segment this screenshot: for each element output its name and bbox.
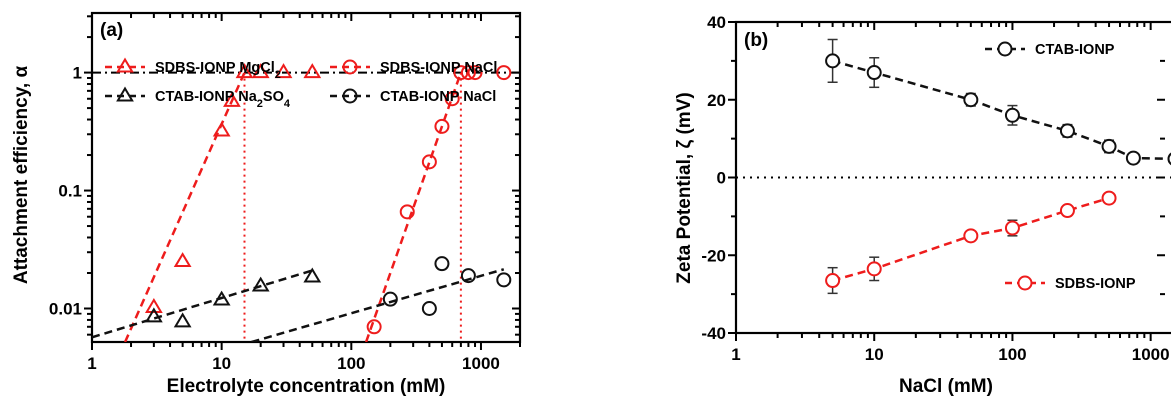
panel-a-x-tick-label: 10 xyxy=(212,354,231,373)
panel-a-x-tick-label: 100 xyxy=(337,354,365,373)
panel-a-x-tick-label: 1000 xyxy=(462,354,500,373)
panel-a-legend-marker xyxy=(116,86,134,102)
panel-a-fit-line xyxy=(92,269,313,339)
panel-a-chart: 1 10 100 1000 0.01 0.1 1 SDBS-IONP MgCl2 SDBS-IO… xyxy=(11,11,522,397)
panel-b-x-tick-label: 1000 xyxy=(1132,345,1170,364)
panel-b-data-point xyxy=(1101,138,1117,154)
panel-a-data-point xyxy=(173,252,192,268)
panel-b-legend-label: CTAB-IONP xyxy=(1035,42,1115,58)
panel-a-y-tick-label: 0.1 xyxy=(58,182,82,201)
panel-b-y-tick-label: 0 xyxy=(717,169,726,188)
panel-a-legend-entry: CTAB-IONP Na2SO4 xyxy=(105,86,291,110)
panel-b-chart: 1 10 100 1000-40-2002040CTAB-IONPSDBS-IONP … xyxy=(674,13,1171,397)
panel-a-x-axis-label: Electrolyte concentration (mM) xyxy=(167,376,446,397)
panel-a-data-point xyxy=(421,301,437,317)
panel-b-tag: (b) xyxy=(744,30,768,51)
panel-a-y-tick-label: 1 xyxy=(73,64,82,83)
panel-b-y-tick-label: -40 xyxy=(701,324,726,343)
panel-a-legend-label: CTAB-IONP NaCl xyxy=(380,89,496,105)
panel-a-data-point xyxy=(223,91,241,107)
panel-b-legend-label: SDBS-IONP xyxy=(1055,276,1136,292)
panel-a-data-point xyxy=(460,268,476,284)
panel-a-frame xyxy=(90,11,522,344)
panel-a-legend-label: SDBS-IONP MgCl2 xyxy=(155,60,281,81)
panel-a-data-point xyxy=(460,65,476,81)
panel-a-x-tick-label: 1 xyxy=(87,354,96,373)
panel-a-data-point xyxy=(399,204,415,220)
panel-b-legend-entry: SDBS-IONP xyxy=(1005,275,1136,292)
panel-b-data-point xyxy=(1059,203,1075,219)
panel-a-data-point xyxy=(467,65,483,81)
panel-b-data-point xyxy=(1059,123,1075,139)
panel-a-data-point xyxy=(212,290,231,306)
panel-b-data-point xyxy=(963,228,979,244)
panel-a-data-point xyxy=(212,121,231,137)
panel-a-fit-line xyxy=(123,72,246,342)
panel-b-y-tick-label: 20 xyxy=(707,91,726,110)
panel-b-y-tick-label: 40 xyxy=(707,13,726,32)
panel-a-legend-label: CTAB-IONP Na2SO4 xyxy=(155,89,291,110)
panel-b-legend-entry: CTAB-IONP xyxy=(985,41,1115,58)
panel-a-legend-marker xyxy=(342,88,358,104)
panel-a-legend-marker xyxy=(116,57,134,73)
panel-a-data-point xyxy=(251,276,270,292)
panel-b-x-axis-label: NaCl (mM) xyxy=(899,376,993,397)
panel-a-data-point xyxy=(453,65,469,81)
panel-b-data-point xyxy=(1004,220,1020,236)
panel-a-fit-line xyxy=(364,72,463,342)
panel-a-data-point xyxy=(444,91,460,107)
panel-a-data-point xyxy=(303,63,322,79)
panel-a-legend-entry: SDBS-IONP MgCl2 xyxy=(105,57,281,81)
panel-b-data-point xyxy=(1125,150,1141,166)
panel-b-data-point xyxy=(866,261,882,277)
panel-a-legend-marker xyxy=(342,59,358,75)
panel-b-data-point xyxy=(825,53,841,69)
panel-b-y-axis-label: Zeta Potential, ζ (mV) xyxy=(674,92,695,283)
panel-a-data-point xyxy=(173,312,192,328)
panel-a-data-point xyxy=(434,118,450,134)
panel-b-legend-marker xyxy=(997,41,1013,57)
panel-b-data-point xyxy=(866,65,882,81)
panel-a-data-point xyxy=(251,63,270,79)
panel-b-data-point xyxy=(963,92,979,108)
panel-b-data-point xyxy=(1167,152,1171,166)
panel-b-data-point xyxy=(1101,190,1117,206)
panel-b-legend-marker xyxy=(1017,275,1033,291)
panel-b-y-tick-label: -20 xyxy=(701,246,726,265)
panel-a-data-point xyxy=(235,63,254,79)
panel-a-data-point xyxy=(382,291,398,307)
panel-a-legend-entry: CTAB-IONP NaCl xyxy=(330,88,496,105)
panel-a-data-point xyxy=(303,267,322,283)
panel-a-fit-line xyxy=(251,268,505,342)
panel-b-x-tick-label: 10 xyxy=(865,345,884,364)
panel-a-legend-entry: SDBS-IONP NaCl xyxy=(330,59,497,76)
panel-a-y-tick-label: 0.01 xyxy=(49,300,82,319)
panel-b-series-line xyxy=(832,59,1171,161)
panel-a-tag: (a) xyxy=(100,20,123,41)
panel-a-data-point xyxy=(496,65,512,81)
panel-b-x-tick-label: 100 xyxy=(998,345,1026,364)
panel-a-data-point xyxy=(144,307,163,323)
panel-a-legend-label: SDBS-IONP NaCl xyxy=(380,60,497,76)
panel-b-x-tick-label: 1 xyxy=(731,345,740,364)
panel-a-y-axis-label: Attachment efficiency, α xyxy=(11,66,32,285)
panel-a-data-point xyxy=(144,298,163,313)
panel-b-data-point xyxy=(1004,107,1020,123)
panel-a-data-point xyxy=(421,154,437,170)
panel-a-data-point xyxy=(366,319,382,335)
panel-b-data-point xyxy=(825,273,841,289)
panel-a-data-point xyxy=(496,272,512,288)
panel-a-data-point xyxy=(434,256,450,272)
panel-a-data-point xyxy=(274,63,293,79)
